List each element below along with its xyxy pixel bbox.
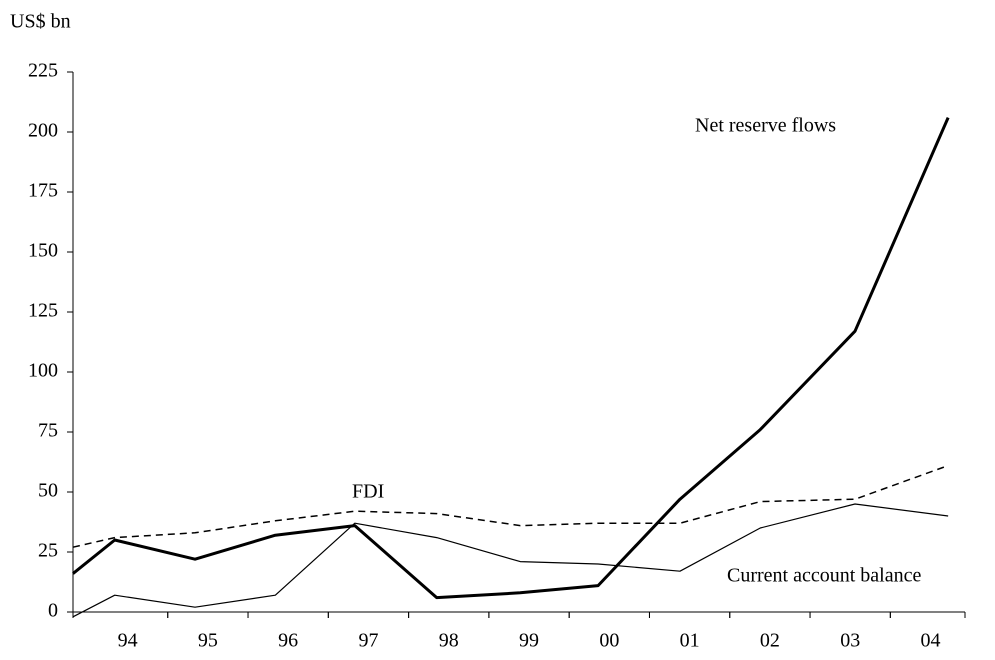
series-label: Net reserve flows bbox=[695, 115, 836, 137]
y-tick-label: 225 bbox=[28, 60, 58, 82]
series-label: Current account balance bbox=[727, 565, 921, 587]
series-line bbox=[72, 503, 949, 618]
x-tick-label: 98 bbox=[439, 630, 459, 652]
y-tick-label: 175 bbox=[28, 180, 58, 202]
x-tick-label: 94 bbox=[118, 630, 138, 652]
y-tick-label: 50 bbox=[38, 480, 58, 502]
series-line bbox=[72, 117, 950, 600]
series-label: FDI bbox=[352, 481, 384, 503]
x-tick-label: 99 bbox=[519, 630, 539, 652]
y-axis-label: US$ bn bbox=[10, 11, 71, 33]
x-tick-label: 04 bbox=[920, 630, 940, 652]
y-tick-label: 0 bbox=[48, 600, 58, 622]
y-tick-label: 75 bbox=[38, 420, 58, 442]
y-tick-label: 25 bbox=[38, 540, 58, 562]
series-line bbox=[72, 464, 949, 548]
y-tick-label: 200 bbox=[28, 120, 58, 142]
x-tick-label: 97 bbox=[358, 630, 378, 652]
x-tick-label: 96 bbox=[278, 630, 298, 652]
x-tick-label: 01 bbox=[680, 630, 700, 652]
x-tick-label: 00 bbox=[599, 630, 619, 652]
x-tick-label: 03 bbox=[840, 630, 860, 652]
y-tick-label: 100 bbox=[28, 360, 58, 382]
y-tick-label: 125 bbox=[28, 300, 58, 322]
x-tick-label: 95 bbox=[198, 630, 218, 652]
x-tick-label: 02 bbox=[760, 630, 780, 652]
y-tick-label: 150 bbox=[28, 240, 58, 262]
